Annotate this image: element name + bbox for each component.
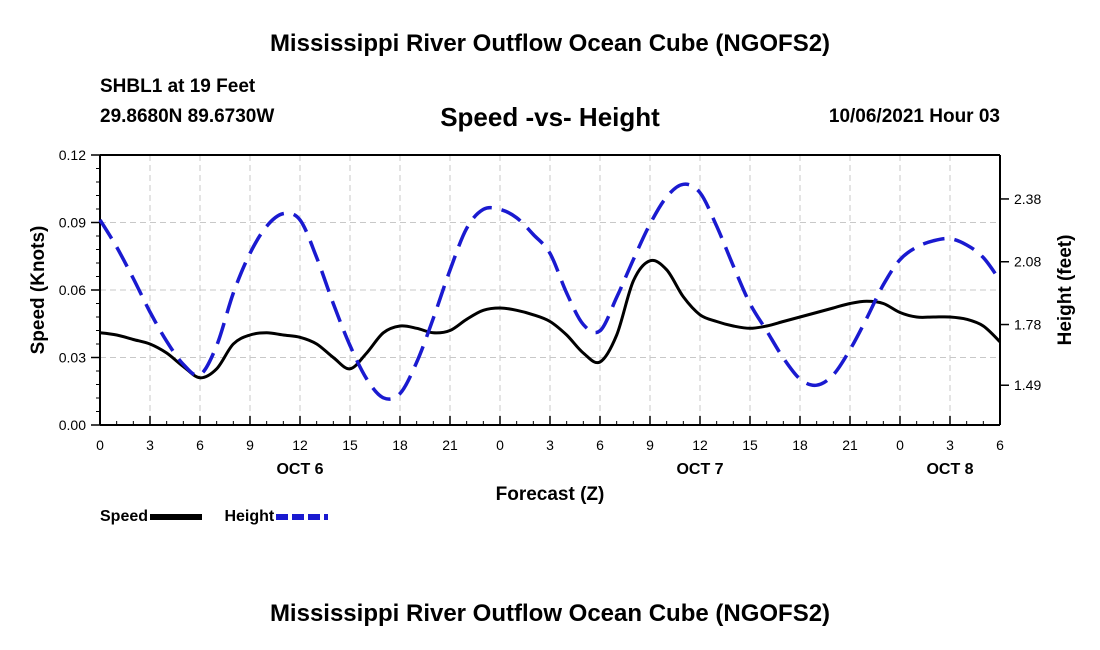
y-tick-label: 0.09 — [59, 215, 86, 231]
series-line-height — [98, 182, 1002, 401]
chart-subtitle: Speed -vs- Height — [440, 102, 660, 132]
legend-swatch-speed — [150, 514, 203, 520]
series-line-speed — [99, 258, 1002, 380]
x-tick-label: 0 — [96, 437, 104, 453]
x-tick-label: 15 — [742, 437, 758, 453]
x-tick-label: 0 — [896, 437, 904, 453]
day-label: OCT 7 — [676, 461, 723, 478]
footer-title: Mississippi River Outflow Ocean Cube (NG… — [269, 600, 831, 627]
y-axis-label: Speed (Knots) — [28, 226, 49, 355]
station-label: SHBL1 at 19 Feet — [100, 76, 256, 97]
legend-label-height: Height — [224, 508, 275, 525]
x-tick-label: 3 — [546, 437, 554, 453]
y2-axis-label: Height (feet) — [1055, 235, 1076, 346]
y-tick-label: 0.03 — [59, 350, 86, 366]
page-title: Mississippi River Outflow Ocean Cube (NG… — [269, 30, 831, 57]
x-tick-label: 6 — [996, 437, 1004, 453]
x-tick-label: 3 — [946, 437, 954, 453]
y-tick-label: 0.12 — [59, 147, 86, 163]
x-tick-label: 21 — [842, 437, 858, 453]
x-tick-label: 0 — [496, 437, 504, 453]
y-tick-label: 0.06 — [59, 282, 86, 298]
x-axis-label: Forecast (Z) — [496, 484, 605, 505]
station-coordinates: 29.8680N 89.6730W — [100, 106, 275, 127]
x-tick-label: 15 — [342, 437, 358, 453]
forecast-datetime: 10/06/2021 Hour 03 — [828, 106, 1000, 127]
x-tick-label: 9 — [646, 437, 654, 453]
y2-tick-label: 1.78 — [1014, 317, 1041, 333]
y2-tick-label: 1.49 — [1014, 377, 1041, 393]
x-tick-label: 6 — [596, 437, 604, 453]
chart-legend: Speed Height — [100, 508, 346, 526]
y2-tick-label: 2.08 — [1014, 254, 1041, 270]
legend-swatch-height — [276, 514, 329, 520]
x-tick-label: 18 — [392, 437, 408, 453]
x-tick-label: 12 — [292, 437, 308, 453]
x-tick-label: 18 — [792, 437, 808, 453]
x-tick-label: 6 — [196, 437, 204, 453]
x-tick-label: 9 — [246, 437, 254, 453]
legend-item-height: Height — [224, 508, 329, 526]
x-tick-label: 12 — [692, 437, 708, 453]
x-tick-label: 3 — [146, 437, 154, 453]
y-tick-label: 0.00 — [59, 417, 86, 433]
legend-item-speed: Speed — [100, 508, 203, 526]
day-label: OCT 6 — [276, 461, 323, 478]
x-tick-label: 21 — [442, 437, 458, 453]
day-label: OCT 8 — [926, 461, 973, 478]
legend-label-speed: Speed — [100, 508, 149, 525]
y2-tick-label: 2.38 — [1014, 191, 1041, 207]
